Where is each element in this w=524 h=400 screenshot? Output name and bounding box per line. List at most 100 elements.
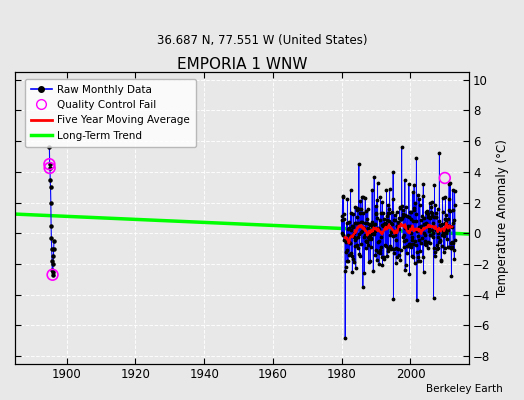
Point [376,247,385,253]
Point [432,227,441,234]
Point [389,296,398,302]
Point [391,217,399,223]
Point [342,220,351,227]
Point [402,226,411,232]
Point [379,210,388,216]
Point [356,198,365,204]
Point [378,223,387,230]
Point [450,246,458,253]
Point [389,246,398,252]
Point [353,242,361,248]
Point [436,222,444,228]
Point [420,221,429,227]
Point [412,155,421,161]
Point [395,252,403,258]
Point [408,234,416,240]
Point [341,237,349,243]
Point [359,283,367,290]
Point [340,210,348,217]
Point [377,244,385,250]
Point [389,233,397,239]
Point [387,221,396,228]
Point [424,239,432,246]
Point [48,246,56,252]
Point [375,250,384,256]
Point [369,268,377,275]
Point [441,175,449,181]
Point [392,260,400,266]
Point [399,234,407,240]
Point [377,210,386,216]
Point [398,202,407,209]
Point [414,192,422,198]
Point [346,233,354,240]
Point [428,226,436,233]
Point [430,214,438,221]
Point [351,242,359,249]
Point [444,226,452,233]
Point [425,200,434,206]
Point [352,220,360,226]
Point [366,232,374,238]
Point [439,228,447,234]
Point [396,204,404,210]
Point [447,238,456,245]
Point [384,245,392,251]
Point [424,211,433,217]
Point [423,214,432,220]
Point [386,243,395,250]
Point [434,218,443,224]
Point [403,212,412,219]
Point [402,204,410,210]
Point [425,224,433,231]
Point [429,230,438,236]
Point [371,228,379,234]
Point [350,259,358,265]
Point [441,216,449,222]
Point [429,294,438,301]
Text: 36.687 N, 77.551 W (United States): 36.687 N, 77.551 W (United States) [157,34,367,47]
Point [374,180,382,186]
Point [362,207,370,214]
Point [434,230,442,236]
Point [342,264,350,270]
Point [446,180,454,186]
Point [424,245,432,251]
Point [431,253,439,260]
Point [445,206,453,213]
Point [339,194,347,201]
Point [381,220,389,226]
Point [433,206,442,212]
Point [368,223,377,230]
Point [413,249,421,256]
Point [362,238,370,244]
Point [340,215,348,222]
Point [380,222,389,228]
Point [363,225,372,231]
Point [447,240,455,246]
Point [373,197,381,203]
Point [449,220,457,226]
Point [384,210,392,216]
Point [427,203,435,210]
Point [376,194,385,200]
Point [348,223,357,229]
Point [406,223,414,229]
Point [358,193,367,200]
Point [436,237,445,244]
Point [359,209,367,216]
Point [354,245,362,252]
Point [373,214,381,221]
Point [445,208,454,215]
Point [342,239,350,246]
Point [449,240,457,246]
Point [354,234,362,240]
Point [357,219,365,226]
Point [359,225,368,232]
Point [378,199,386,205]
Point [365,221,374,227]
Point [348,256,357,262]
Point [405,213,413,220]
Point [384,202,392,208]
Point [420,240,429,247]
